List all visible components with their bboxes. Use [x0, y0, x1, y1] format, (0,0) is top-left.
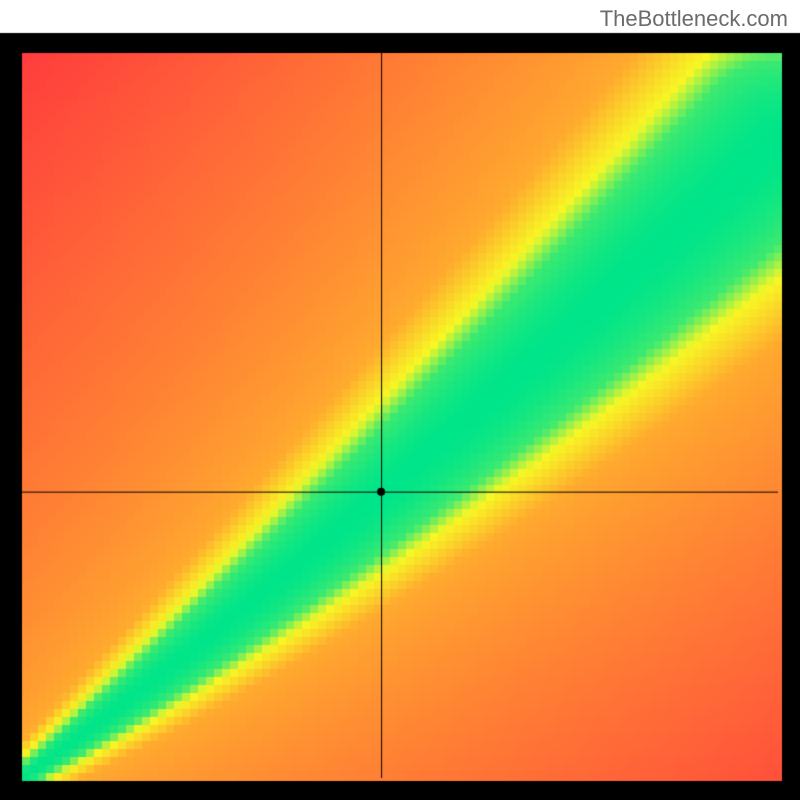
chart-container: TheBottleneck.com — [0, 0, 800, 800]
watermark-text: TheBottleneck.com — [600, 6, 788, 32]
heatmap-canvas — [0, 0, 800, 800]
